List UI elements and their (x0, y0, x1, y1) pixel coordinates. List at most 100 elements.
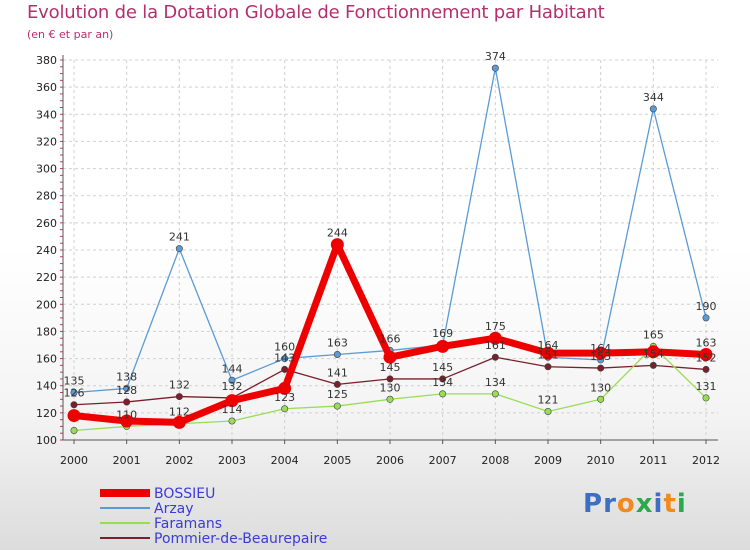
y-tick-label: 260 (36, 217, 57, 230)
x-tick-label: 2000 (60, 454, 88, 467)
data-label: 154 (643, 347, 664, 360)
logo-letter: r (603, 489, 617, 519)
y-tick-label: 120 (36, 407, 57, 420)
data-point (649, 105, 657, 113)
data-point (175, 393, 183, 401)
chart-title: Evolution de la Dotation Globale de Fonc… (27, 2, 605, 23)
data-label: 141 (327, 366, 348, 379)
y-tick-label: 100 (36, 434, 57, 447)
data-label: 130 (380, 381, 401, 394)
data-point (439, 375, 447, 383)
data-label: 164 (590, 342, 611, 355)
x-tick-label: 2002 (165, 454, 193, 467)
data-point (333, 380, 341, 388)
axes: 100 120 140 160 180 200 220 240 260 280 300 320 340 3… (36, 54, 720, 467)
data-label: 190 (696, 300, 717, 313)
data-point (70, 401, 78, 409)
data-point (491, 353, 499, 361)
data-point (488, 331, 502, 345)
data-label: 135 (64, 375, 85, 388)
data-label: 152 (696, 351, 717, 364)
data-point (333, 350, 341, 358)
data-label: 153 (590, 350, 611, 363)
y-tick-label: 200 (36, 298, 57, 311)
data-point (70, 388, 78, 396)
x-tick-label: 2003 (218, 454, 246, 467)
data-point (386, 395, 394, 403)
data-point (228, 376, 236, 384)
data-label: 164 (538, 339, 559, 352)
legend: BOSSIEUArzayFaramansPommier-de-Beaurepai… (100, 486, 327, 547)
data-label: 151 (538, 349, 559, 362)
x-tick-label: 2005 (323, 454, 351, 467)
data-label: 138 (116, 370, 137, 383)
y-tick-label: 320 (36, 135, 57, 148)
data-label: 145 (432, 361, 453, 374)
data-point (70, 426, 78, 434)
data-label: 244 (327, 227, 348, 240)
data-label: 241 (169, 231, 190, 244)
data-point (541, 346, 555, 360)
data-point (330, 238, 344, 252)
data-point (386, 375, 394, 383)
data-point (281, 405, 289, 413)
data-point (228, 417, 236, 425)
data-label: 160 (274, 341, 295, 354)
data-point (544, 363, 552, 371)
x-tick-label: 2010 (587, 454, 615, 467)
data-point (699, 348, 713, 361)
logo-letter: P (583, 489, 604, 519)
data-label: 134 (485, 376, 506, 389)
data-label: 125 (327, 388, 348, 401)
x-tick-label: 2008 (481, 454, 509, 467)
data-point (702, 365, 710, 373)
data-label: 145 (380, 361, 401, 374)
data-point (120, 414, 134, 428)
y-tick-label: 140 (36, 380, 57, 393)
data-point (278, 381, 292, 395)
data-label: 128 (116, 384, 137, 397)
data-label: 134 (432, 376, 453, 389)
data-point (491, 64, 499, 72)
data-point (594, 346, 608, 360)
x-tick-label: 2012 (692, 454, 720, 467)
data-label: 169 (432, 327, 453, 340)
x-tick-label: 2006 (376, 454, 404, 467)
logo-letter: i (676, 489, 687, 519)
y-tick-label: 280 (36, 190, 57, 203)
data-point (67, 409, 81, 423)
data-label: 131 (696, 380, 717, 393)
data-label: 163 (696, 337, 717, 350)
data-point (646, 345, 660, 359)
data-point (702, 314, 710, 322)
data-point (123, 384, 131, 392)
data-label: 132 (222, 380, 243, 393)
y-tick-label: 160 (36, 353, 57, 366)
data-label: 114 (222, 403, 243, 416)
data-point (597, 395, 605, 403)
data-point (544, 407, 552, 415)
x-tick-label: 2007 (429, 454, 457, 467)
x-tick-label: 2004 (271, 454, 299, 467)
legend-entry: Arzay (154, 501, 194, 517)
grid-lines (63, 59, 718, 441)
data-point (333, 402, 341, 410)
chart-subtitle: (en € et par an) (27, 28, 114, 41)
legend-entry: Faramans (154, 516, 222, 532)
logo-letter: i (653, 489, 664, 519)
x-tick-label: 2009 (534, 454, 562, 467)
data-label: 344 (643, 91, 664, 104)
data-label: 166 (380, 332, 401, 345)
data-label: 161 (485, 339, 506, 352)
x-tick-label: 2001 (113, 454, 141, 467)
logo-letter: t (663, 489, 677, 519)
y-tick-label: 180 (36, 325, 57, 338)
data-point (436, 339, 450, 353)
data-label: 126 (64, 387, 85, 400)
proxiti-logo: Proxiti (583, 489, 687, 519)
data-point (225, 394, 239, 408)
data-label: 374 (485, 50, 506, 63)
x-tick-label: 2011 (639, 454, 667, 467)
